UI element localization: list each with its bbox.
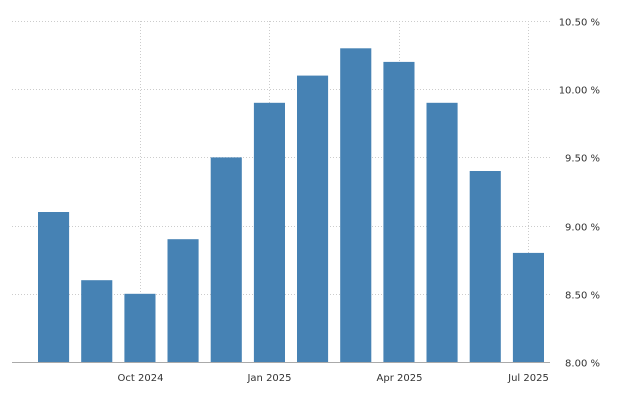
y-tick-label: 8.00 % bbox=[565, 359, 600, 370]
bars bbox=[38, 48, 544, 363]
y-tick-label: 10.00 % bbox=[559, 86, 600, 97]
x-tick-label: Apr 2025 bbox=[377, 373, 423, 384]
y-tick-label: 10.50 % bbox=[559, 18, 600, 29]
x-tick-label: Jul 2025 bbox=[507, 373, 549, 384]
bar bbox=[297, 75, 329, 362]
y-tick-label: 8.50 % bbox=[565, 291, 600, 302]
bar bbox=[167, 239, 199, 362]
bar bbox=[38, 212, 70, 362]
bar bbox=[81, 280, 113, 362]
bar bbox=[383, 61, 415, 363]
bar bbox=[512, 252, 544, 362]
bar bbox=[253, 102, 285, 363]
bar bbox=[426, 102, 458, 363]
bar bbox=[210, 157, 242, 362]
y-tick-label: 9.50 % bbox=[565, 154, 600, 165]
x-tick-labels: Oct 2024 Jan 2025 Apr 2025 Jul 2025 bbox=[118, 373, 549, 384]
bar bbox=[340, 48, 372, 363]
bar bbox=[124, 293, 156, 362]
y-tick-label: 9.00 % bbox=[565, 223, 600, 234]
x-tick-label: Oct 2024 bbox=[118, 373, 164, 384]
bar bbox=[469, 171, 501, 362]
x-tick-label: Jan 2025 bbox=[246, 373, 291, 384]
y-tick-labels: 8.00 % 8.50 % 9.00 % 9.50 % 10.00 % 10.50 % bbox=[559, 18, 600, 370]
